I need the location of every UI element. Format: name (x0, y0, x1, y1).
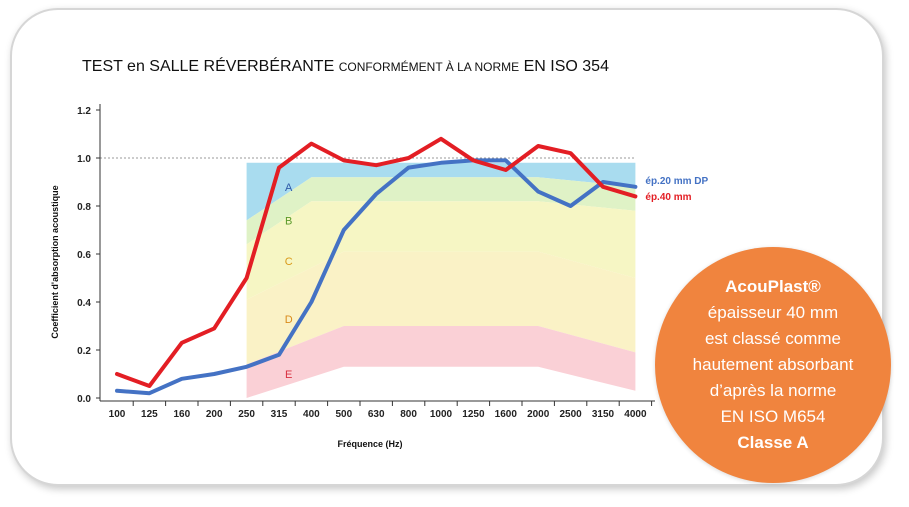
class-zone-c (246, 201, 636, 300)
y-tick-label: 0.4 (77, 298, 91, 309)
zone-label-b: B (285, 215, 292, 227)
x-tick-label: 250 (238, 409, 255, 420)
chart-title: TEST en SALLE RÉVERBÉRANTE CONFORMÉMENT … (82, 58, 609, 76)
acouplast-badge: AcouPlast® épaisseur 40 mm est classé co… (655, 247, 891, 483)
x-tick-label: 125 (141, 409, 158, 420)
badge-line-5: d’après la norme (709, 381, 837, 400)
badge-product-name: AcouPlast® (725, 277, 821, 296)
badge-standard: EN ISO M654 (720, 407, 826, 426)
x-tick-label: 3150 (592, 409, 615, 420)
zone-label-e: E (285, 369, 292, 381)
badge-class: Classe A (737, 433, 809, 452)
series-line-ep40 (115, 136, 638, 388)
badge-line-4: hautement absorbant (692, 355, 854, 374)
series-label-ep20-dp: ép.20 mm DP (645, 176, 708, 187)
y-tick-label: 0.8 (77, 202, 91, 213)
x-tick-label: 2500 (559, 409, 582, 420)
x-axis-title: Fréquence (Hz) (337, 439, 402, 449)
y-axis-title: Coefficient d'absorption acoustique (50, 185, 60, 338)
x-tick-label: 630 (368, 409, 385, 420)
class-zone-e (246, 326, 636, 398)
y-tick-label: 0.2 (77, 346, 91, 357)
y-tick-label: 0.0 (77, 394, 91, 405)
class-zone-b (246, 177, 636, 245)
x-tick-label: 800 (400, 409, 417, 420)
x-tick-label: 1000 (430, 409, 453, 420)
x-tick-label: 200 (206, 409, 223, 420)
x-tick-label: 1250 (462, 409, 485, 420)
series-line-ep20-dp (115, 158, 638, 396)
x-tick-label: 1600 (495, 409, 518, 420)
x-tick-label: 4000 (624, 409, 647, 420)
badge-thickness: épaisseur 40 mm (707, 303, 839, 322)
badge-line-3: est classé comme (704, 329, 842, 348)
class-zone-d (246, 251, 636, 365)
zone-label-c: C (285, 256, 293, 268)
title-part-1: TEST en SALLE RÉVERBÉRANTE (82, 58, 339, 75)
y-tick-label: 1.0 (77, 154, 91, 165)
y-tick-label: 1.2 (77, 106, 91, 117)
zone-label-a: A (285, 182, 293, 194)
x-tick-label: 400 (303, 409, 320, 420)
x-tick-label: 2000 (527, 409, 550, 420)
title-part-2: CONFORMÉMENT À LA NORME (338, 60, 520, 74)
title-part-3: EN ISO 354 (519, 58, 609, 75)
y-tick-label: 0.6 (77, 250, 91, 261)
zone-label-d: D (285, 314, 293, 326)
x-tick-label: 100 (109, 409, 126, 420)
x-tick-label: 500 (335, 409, 352, 420)
x-tick-label: 160 (173, 409, 190, 420)
series-label-ep40: ép.40 mm (645, 192, 691, 203)
x-tick-label: 315 (271, 409, 288, 420)
